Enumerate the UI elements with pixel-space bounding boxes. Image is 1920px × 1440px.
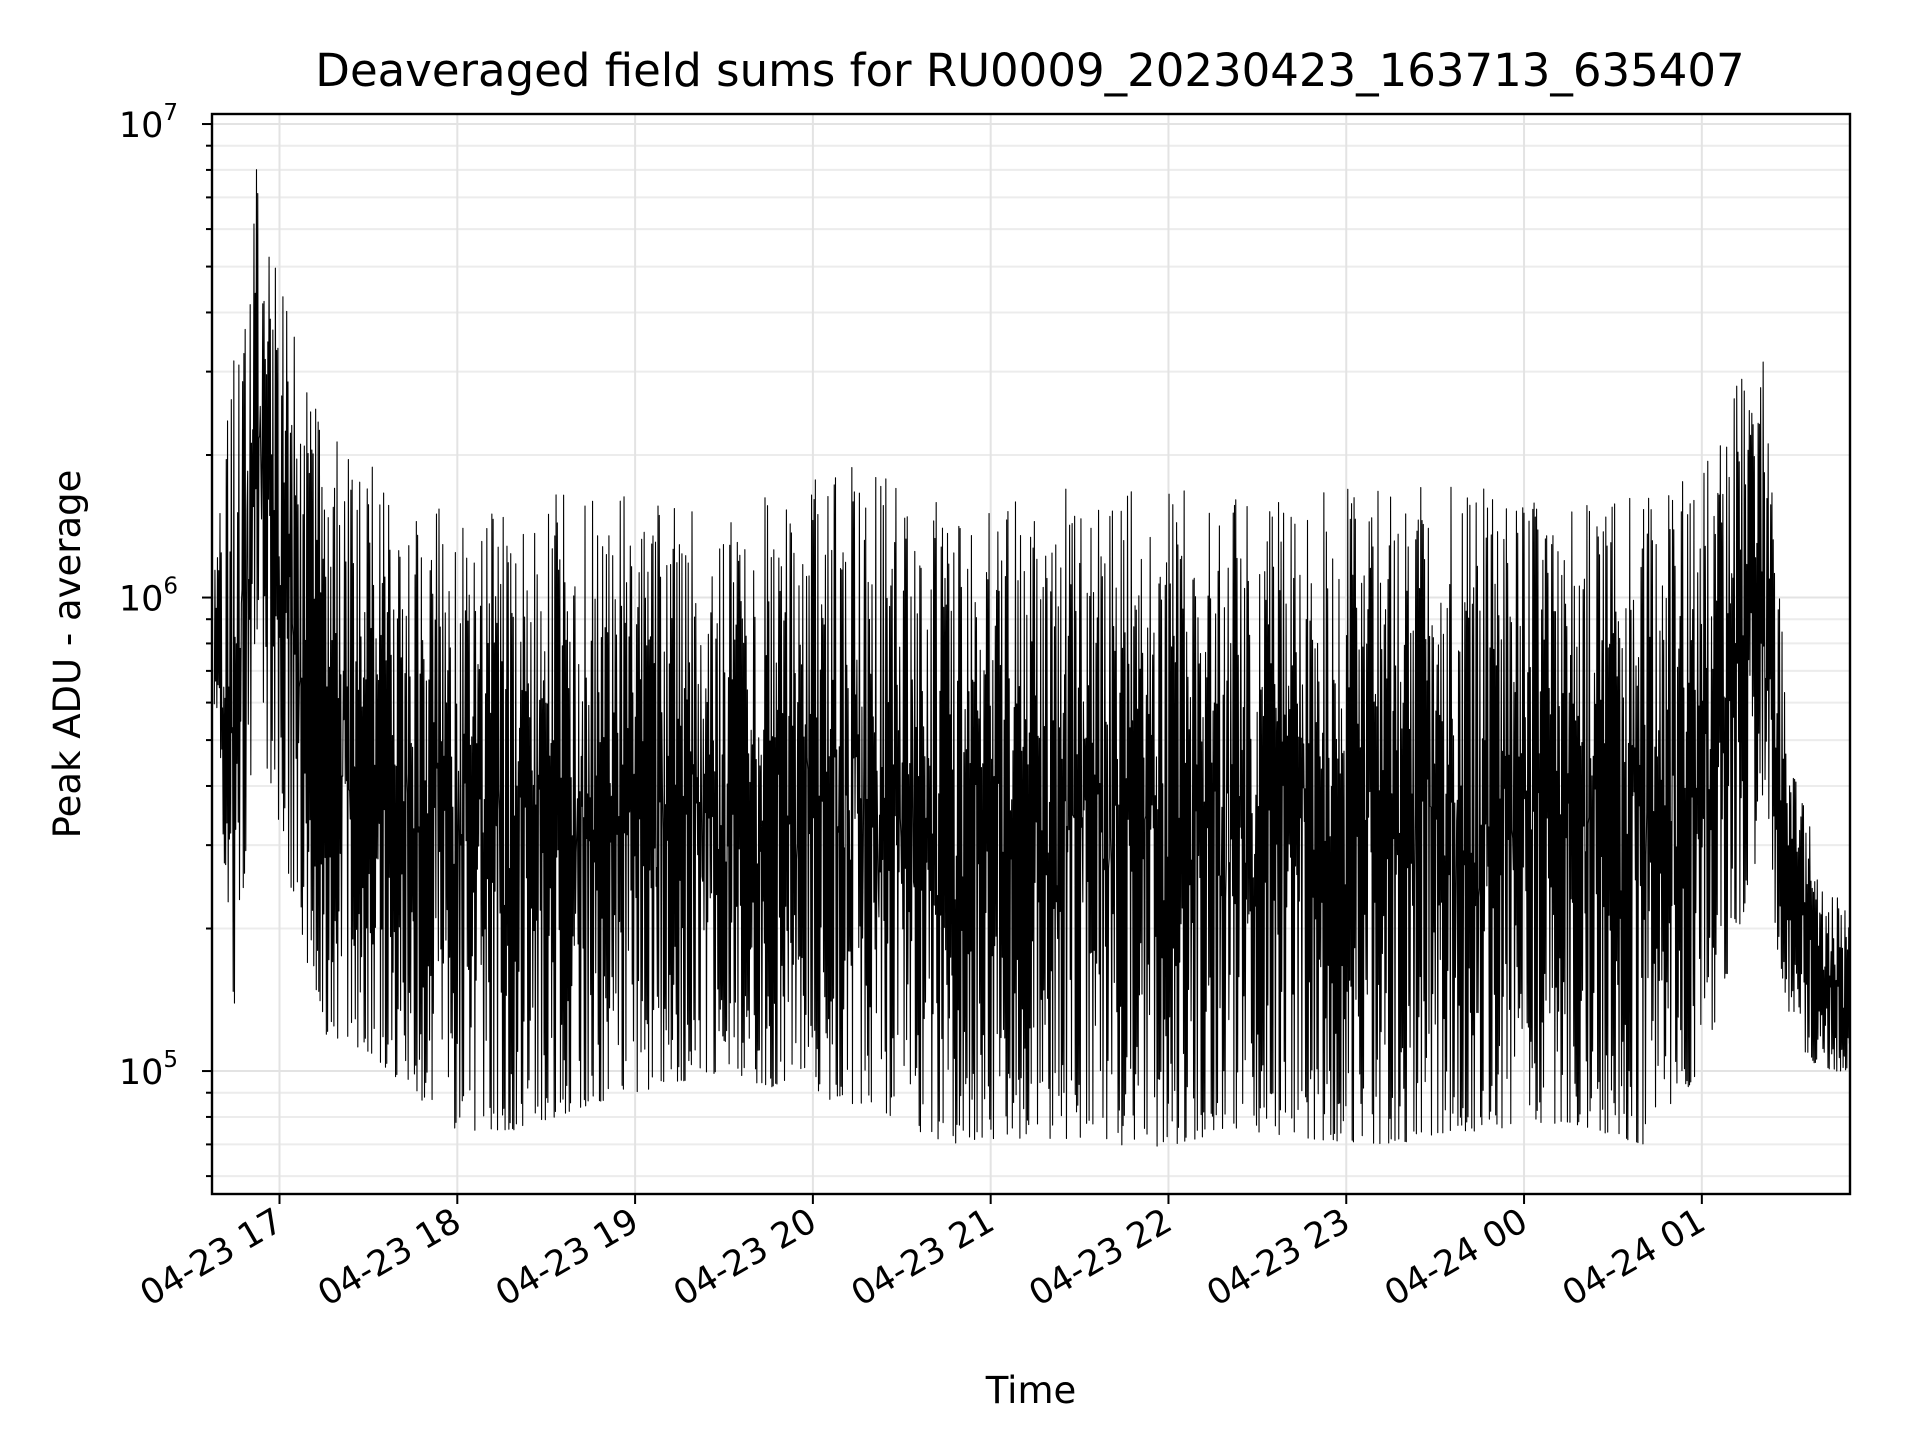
series-layer: [213, 169, 1851, 1147]
y-tick-label: 106: [119, 574, 178, 620]
chart-title: Deaveraged field sums for RU0009_2023042…: [315, 44, 1744, 97]
y-tick-label: 105: [119, 1047, 178, 1093]
y-tick-label-exponent: 5: [163, 1047, 178, 1073]
y-tick-label-base: 10: [119, 1053, 164, 1093]
y-axis-label: Peak ADU - average: [46, 470, 89, 839]
y-tick-label-base: 10: [119, 106, 164, 146]
y-tick-label-base: 10: [119, 580, 164, 620]
y-tick-label-exponent: 7: [163, 100, 178, 126]
x-axis-label: Time: [985, 1369, 1077, 1412]
y-tick-label-exponent: 6: [163, 574, 178, 600]
y-tick-label: 107: [119, 100, 178, 146]
plot-frame: [210, 112, 1852, 1196]
ticks: [202, 123, 1703, 1204]
series-line: [213, 169, 1851, 1147]
